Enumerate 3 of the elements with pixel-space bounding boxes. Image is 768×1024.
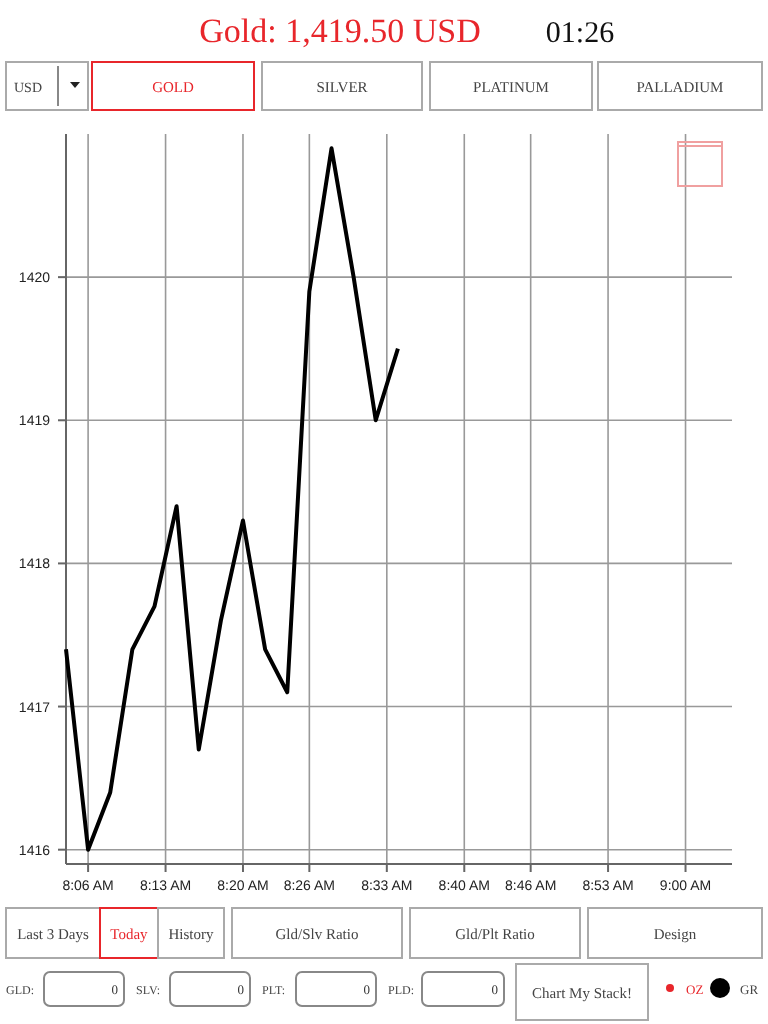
chart-subtitle: 01:26 <box>545 18 616 50</box>
chart-title: Gold: 1,419.50 USD <box>199 12 481 50</box>
line-series <box>64 146 400 852</box>
